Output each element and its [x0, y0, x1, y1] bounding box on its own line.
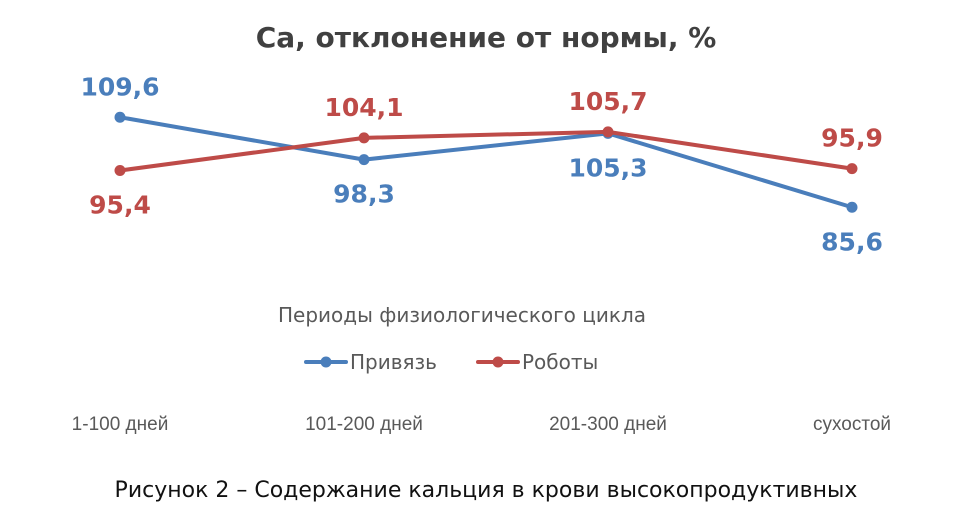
- data-labels: 109,6 95,4 104,1 98,3 105,7 105,3 95,9 85,6: [80, 72, 882, 256]
- legend-label-roboty: Роботы: [522, 350, 598, 374]
- series-layer: [114, 111, 858, 213]
- x-tick-label: 1-100 дней: [72, 414, 169, 435]
- data-point-privyaz: [358, 154, 370, 166]
- data-point-roboty: [846, 163, 858, 175]
- x-tick-label: 201-300 дней: [549, 414, 667, 435]
- data-label-privyaz: 109,6: [80, 72, 159, 101]
- data-point-roboty: [358, 132, 370, 144]
- data-label-roboty: 104,1: [324, 93, 403, 122]
- data-point-roboty: [114, 165, 126, 176]
- data-label-roboty: 95,9: [821, 124, 883, 153]
- x-axis-title: Периоды физиологического цикла: [278, 303, 646, 327]
- x-axis-tick-labels: 1-100 дней 101-200 дней 201-300 дней сухост…: [72, 414, 891, 435]
- chart-title: Са, отклонение от нормы, %: [256, 21, 717, 54]
- legend-marker-roboty: [492, 356, 504, 368]
- legend-label-privyaz: Привязь: [350, 350, 437, 374]
- data-label-privyaz: 85,6: [821, 227, 883, 256]
- series-line-roboty: [118, 129, 854, 173]
- data-point-roboty: [602, 126, 614, 138]
- data-label-privyaz: 98,3: [333, 180, 395, 209]
- legend-marker-privyaz: [320, 356, 332, 368]
- data-point-privyaz: [114, 111, 126, 123]
- x-tick-label: 101-200 дней: [305, 414, 423, 435]
- data-point-privyaz: [846, 201, 858, 213]
- data-label-roboty: 95,4: [89, 191, 151, 220]
- data-label-privyaz: 105,3: [568, 153, 647, 182]
- x-tick-label: сухостой: [813, 414, 891, 435]
- series-line-privyaz: [118, 115, 854, 210]
- legend: Привязь Роботы: [304, 350, 598, 374]
- figure-caption: Рисунок 2 – Содержание кальция в крови в…: [114, 478, 858, 503]
- data-label-roboty: 105,7: [568, 87, 647, 116]
